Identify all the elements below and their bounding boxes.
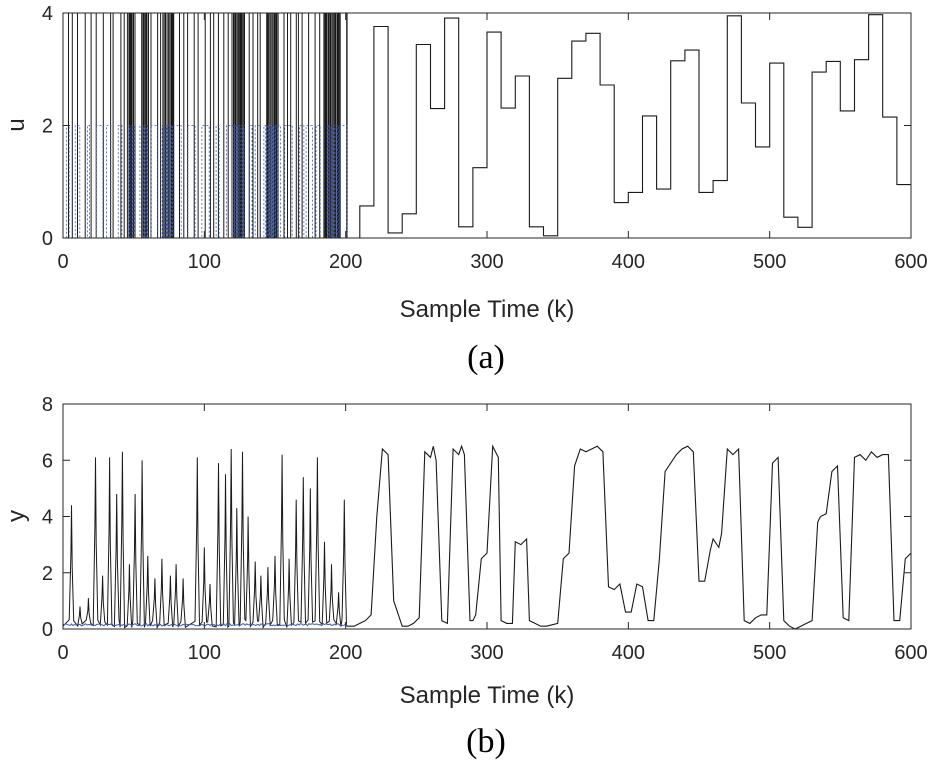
x-tick-label-b: 100: [188, 642, 221, 664]
y-tick-label-a: 0: [42, 228, 53, 250]
y-tick-label-b: 6: [42, 450, 53, 472]
panel-caption-a: (a): [467, 339, 505, 376]
burst-series-b-2: [62, 623, 348, 627]
x-tick-label-a: 400: [612, 251, 645, 273]
x-tick-label-a: 200: [329, 251, 362, 273]
plot-area-b: [62, 444, 912, 630]
chart-panel-b: 0 100 200 300 400 500 600 0 2 4 6 8 Sample Time (k…: [3, 394, 928, 760]
plot-area-a: [63, 12, 911, 239]
x-tick-label-b: 500: [753, 642, 786, 664]
y-tick-label-b: 4: [42, 507, 53, 529]
y-ticks-a: 0 2 4: [42, 3, 911, 250]
y-tick-label-b: 0: [42, 619, 53, 641]
burst-series-a-1: [63, 12, 348, 239]
x-tick-label-a: 300: [470, 251, 503, 273]
y-axis-label-b: y: [3, 510, 30, 522]
x-tick-label-b: 600: [894, 642, 927, 664]
y-tick-label-a: 2: [42, 116, 53, 138]
y-tick-label-b: 2: [42, 563, 53, 585]
x-tick-label-b: 0: [57, 642, 68, 664]
series-line-a-1: [347, 14, 911, 239]
x-tick-label-b: 400: [612, 642, 645, 664]
y-axis-label-a: u: [3, 118, 30, 131]
chart-panel-a: 0 100 200 300 400 500 600 024 Sample Time (k) …: [3, 3, 928, 376]
panel-caption-b: (b): [466, 723, 506, 760]
x-axis-label-a: Sample Time (k): [400, 296, 575, 323]
series-line-b-1: [347, 444, 912, 630]
x-tick-label-b: 300: [470, 642, 503, 664]
y-tick-label-a: 4: [42, 3, 53, 25]
x-ticks-a: 0 100 200 300 400 500 600: [57, 13, 928, 273]
axes-box-b: [62, 403, 912, 630]
x-axis-label-b: Sample Time (k): [400, 682, 575, 709]
x-ticks-b: 0 100 200 300 400 500 600: [57, 404, 928, 664]
x-tick-label-b: 200: [329, 642, 362, 664]
burst-series-b-1: [62, 448, 348, 630]
x-tick-label-a: 500: [753, 251, 786, 273]
y-tick-label-b: 8: [42, 394, 53, 416]
x-tick-label-a: 600: [894, 251, 927, 273]
x-tick-label-a: 0: [57, 251, 68, 273]
x-tick-label-a: 100: [188, 251, 221, 273]
y-ticks-b: 0 2 4 6 8: [42, 394, 911, 641]
